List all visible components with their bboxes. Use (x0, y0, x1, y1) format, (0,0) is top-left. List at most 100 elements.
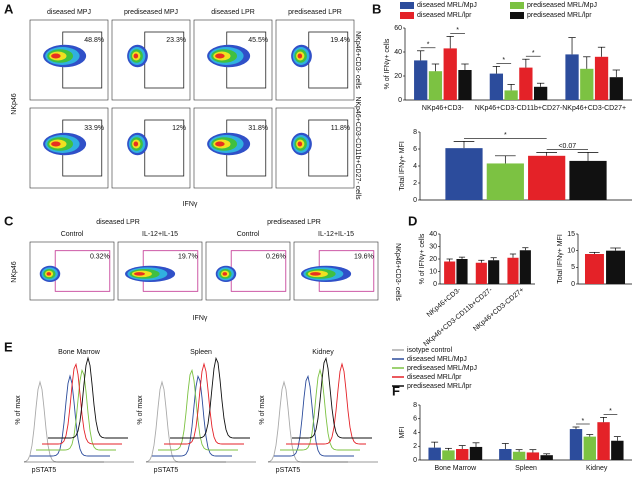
y-label: Total IFNγ+ MFI (557, 234, 564, 284)
significance-label: * (456, 27, 459, 34)
plot-frame (275, 19, 355, 101)
row-label: NKp46+CD3-CD11b+CD27- cells (354, 96, 361, 200)
legend-label: prediseased MRL/lpr (407, 383, 472, 390)
legend-label: prediseased MRL/MpJ (407, 365, 477, 372)
column-header: prediseased LPR (288, 9, 342, 16)
x-tick-label: Spleen (515, 465, 537, 472)
gate-percent: 31.8% (248, 125, 268, 132)
bar (488, 260, 500, 284)
significance-label: * (582, 418, 585, 425)
y-tick-label: 10 (567, 248, 575, 255)
y-tick-label: 20 (394, 73, 402, 80)
x-label: IFNγ (183, 201, 198, 208)
y-label: % of max (15, 395, 22, 425)
y-tick-label: 8 (413, 402, 417, 409)
panel-label: A (4, 1, 14, 16)
gate-percent: 33.9% (84, 125, 104, 132)
y-label: % of max (137, 395, 144, 425)
density (215, 53, 225, 59)
bar (504, 90, 518, 100)
bar (414, 60, 428, 100)
histogram-curve (170, 356, 250, 439)
panel-label: F (392, 383, 400, 398)
bar (540, 455, 553, 460)
column-header: prediseased MPJ (124, 9, 178, 16)
histogram-curve (164, 362, 244, 445)
significance-label: * (609, 408, 612, 415)
gate-percent: 23.3% (166, 37, 186, 44)
bar (565, 54, 579, 100)
bar (428, 447, 441, 460)
condition-label: Control (237, 231, 260, 238)
x-label: pSTAT5 (154, 467, 179, 474)
bar (475, 262, 487, 284)
y-label: % of IFNγ+ cells (384, 38, 391, 89)
y-tick-label: 20 (429, 256, 437, 263)
bar (609, 77, 623, 100)
bar (444, 261, 456, 284)
y-tick-label: 6 (413, 146, 417, 153)
histogram-curve (36, 368, 116, 451)
bar (499, 449, 512, 460)
x-tick-label: NKp46+CD3-CD27+ (562, 105, 626, 112)
bar (512, 451, 526, 460)
density (51, 141, 61, 147)
gate-percent: 12% (172, 125, 186, 132)
y-tick-label: 0 (398, 97, 402, 104)
legend-label: diseased MRL/lpr (417, 12, 472, 19)
bar (486, 163, 524, 200)
bar (584, 254, 604, 284)
bar (526, 452, 540, 460)
y-tick-label: 10 (429, 268, 437, 275)
legend-label: prediseased MRL/lpr (527, 12, 592, 19)
histogram-curve (158, 368, 238, 451)
y-tick-label: 5 (571, 264, 575, 271)
panel-label: B (372, 1, 381, 16)
density (51, 53, 61, 59)
row-label: NKp46+CD3- cells (394, 243, 401, 301)
x-tick-label: NKp46+CD3-CD11b+CD27- (475, 105, 563, 112)
histogram-curve (286, 362, 366, 445)
legend-label: diseased MRL/MpJ (417, 2, 477, 9)
legend-label: diseased MRL/MpJ (407, 356, 467, 363)
panel-label: E (4, 339, 13, 354)
significance-label: <0.07 (558, 143, 576, 150)
histogram-title: Spleen (190, 349, 212, 356)
y-tick-label: 0 (413, 197, 417, 204)
gate-percent: 0.26% (266, 253, 286, 260)
density (222, 272, 228, 276)
plot-frame (111, 19, 191, 101)
legend-swatch (510, 2, 524, 9)
y-label: NKp46 (11, 93, 18, 115)
y-tick-label: 2 (413, 180, 417, 187)
density (133, 53, 139, 59)
gate-percent: 48.8% (84, 37, 104, 44)
x-tick-label: NKp46+CD3- (422, 105, 464, 112)
y-tick-label: 40 (429, 231, 437, 238)
bar (580, 68, 594, 100)
y-tick-label: 0 (413, 457, 417, 464)
bar (594, 56, 609, 100)
x-tick-label: Bone Marrow (435, 465, 478, 472)
gate-percent: 19.7% (178, 253, 198, 260)
group-header: prediseased LPR (267, 219, 321, 226)
y-tick-label: 4 (413, 429, 417, 436)
density (309, 272, 321, 276)
legend-label: diseased MRL/lpr (407, 374, 462, 381)
bar (569, 429, 583, 460)
column-header: diseased MPJ (47, 9, 91, 16)
x-tick-label: Kidney (586, 465, 608, 472)
y-tick-label: 2 (413, 443, 417, 450)
condition-label: IL-12+IL-15 (318, 231, 354, 238)
density (133, 141, 139, 147)
y-tick-label: 40 (394, 49, 402, 56)
histogram-curve (48, 356, 128, 439)
gate-percent: 45.5% (248, 37, 268, 44)
bar (569, 160, 607, 200)
histogram-title: Kidney (312, 349, 334, 356)
y-tick-label: 15 (567, 231, 575, 238)
legend-swatch (510, 12, 524, 19)
density (215, 141, 225, 147)
significance-label: * (532, 50, 535, 57)
